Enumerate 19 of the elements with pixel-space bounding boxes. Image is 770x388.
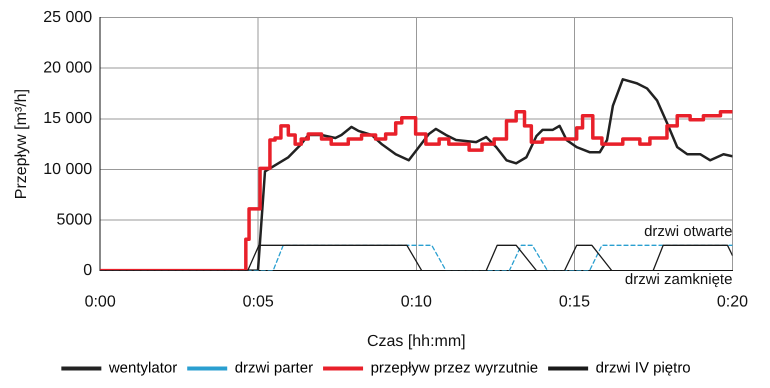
x-tick-label: 0:20: [716, 294, 748, 311]
y-tick-label: 10 000: [43, 160, 92, 178]
y-tick-label: 25 000: [43, 9, 92, 26]
y-tick-label: 15 000: [43, 110, 92, 128]
x-axis-title: Czas [hh:mm]: [366, 332, 466, 350]
y-tick-label: 20 000: [43, 60, 92, 77]
text: drzwi zamknięte: [624, 271, 732, 288]
x-tick-label: 0:05: [242, 294, 274, 311]
x-tick-label: 0:00: [84, 294, 116, 311]
legend-label: wentylator: [108, 360, 178, 377]
x-tick-label: 0:10: [400, 294, 432, 311]
y-axis-title: Przepływ [m³/h]: [13, 88, 30, 200]
annotation: drzwi otwarte: [644, 223, 732, 240]
y-tick-label: 5000: [56, 211, 92, 228]
x-tick-label: 0:15: [558, 294, 590, 311]
legend-label: drzwi IV piętro: [596, 360, 691, 377]
legend-label: przepływ przez wyrzutnie: [370, 360, 538, 377]
legend-label: drzwi parter: [234, 360, 314, 377]
y-tick-label: 0: [83, 262, 92, 280]
